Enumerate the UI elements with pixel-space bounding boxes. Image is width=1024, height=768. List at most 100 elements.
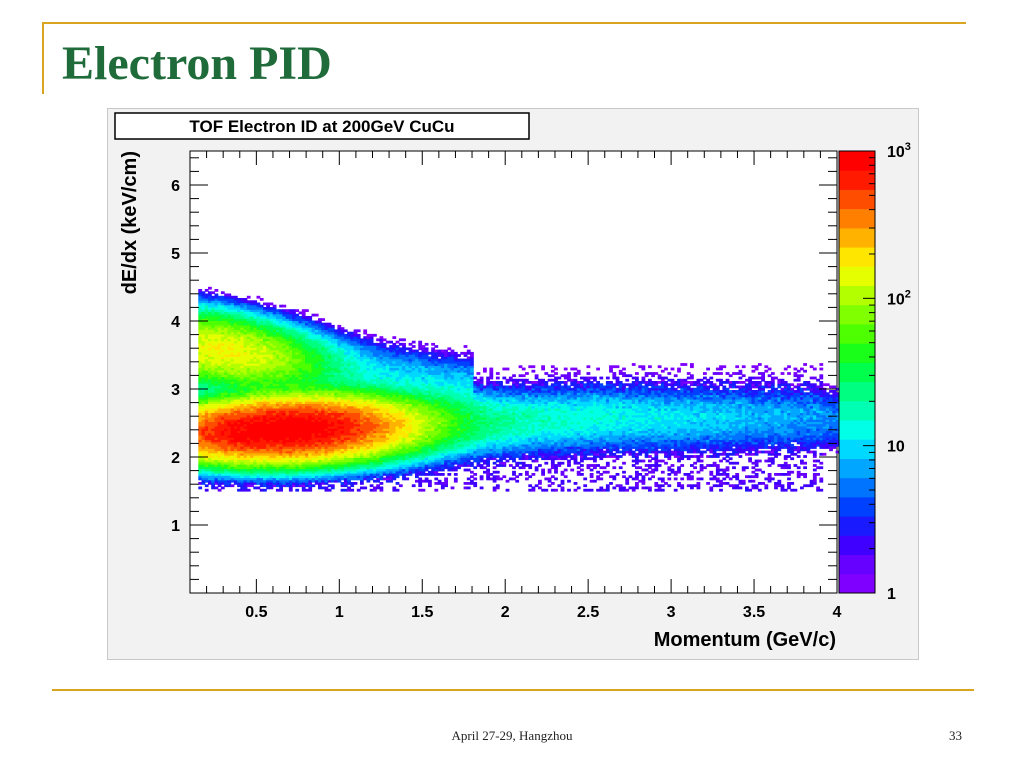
heatmap-cell [356, 455, 361, 458]
heatmap-cell [288, 311, 293, 315]
heatmap-cell [292, 360, 296, 364]
heatmap-cell [269, 455, 274, 458]
heatmap-cell [250, 365, 254, 369]
heatmap-cell [301, 336, 306, 339]
heatmap-cell [360, 459, 364, 463]
heatmap-cell [295, 477, 300, 481]
heatmap-cell [282, 448, 287, 452]
heatmap-cell [353, 410, 358, 413]
heatmap-cell [214, 390, 219, 393]
heatmap-cell [314, 381, 319, 384]
heatmap-cell [269, 367, 274, 371]
heatmap-cell [318, 434, 322, 438]
heatmap-cell [301, 466, 306, 470]
heatmap-cell [311, 470, 316, 474]
heatmap-cell [305, 385, 309, 389]
heatmap-cell [246, 443, 251, 447]
heatmap-cell [214, 316, 219, 319]
heatmap-cell [347, 479, 351, 483]
heatmap-cell [298, 475, 303, 479]
heatmap-cell [240, 331, 245, 335]
heatmap-cell [269, 338, 274, 342]
heatmap-cell [292, 322, 296, 326]
heatmap-cell [224, 430, 228, 434]
heatmap-cell [405, 363, 410, 366]
heatmap-cell [311, 464, 316, 467]
heatmap-cell [204, 461, 209, 465]
heatmap-cell [337, 378, 342, 382]
heatmap-cell [395, 430, 400, 434]
heatmap-cell [201, 421, 206, 425]
heatmap-cell [389, 439, 393, 443]
heatmap-cell [366, 416, 371, 420]
heatmap-cell [402, 390, 406, 393]
heatmap-cell [314, 329, 319, 333]
heatmap-cell [311, 378, 316, 382]
heatmap-cell [201, 473, 206, 476]
heatmap-cell [266, 486, 270, 490]
heatmap-cell [408, 423, 413, 427]
heatmap-cell [253, 479, 258, 483]
heatmap-cell [211, 360, 215, 364]
heatmap-cell [285, 455, 290, 458]
heatmap-cell [392, 401, 397, 404]
heatmap-cell [298, 324, 303, 328]
heatmap-cell [285, 482, 290, 485]
heatmap-cell [211, 439, 215, 443]
heatmap-cell [208, 448, 212, 452]
heatmap-cell [295, 309, 300, 312]
heatmap-cell [305, 367, 309, 371]
heatmap-cell [398, 450, 403, 454]
heatmap-cell [266, 363, 270, 366]
heatmap-cell [369, 455, 374, 458]
heatmap-cell [288, 432, 293, 436]
heatmap-cell [217, 354, 222, 357]
heatmap-cell [201, 345, 206, 348]
heatmap-cell [330, 457, 335, 461]
heatmap-cell [230, 441, 235, 445]
heatmap-cell [311, 466, 316, 470]
heatmap-cell [379, 439, 384, 443]
heatmap-cell [405, 351, 410, 355]
heatmap-cell [204, 347, 209, 351]
heatmap-cell [340, 351, 345, 355]
heatmap-cell [214, 450, 219, 454]
heatmap-cell [292, 461, 296, 465]
heatmap-cell [246, 376, 251, 380]
heatmap-cell [318, 320, 322, 324]
heatmap-cell [243, 421, 248, 425]
heatmap-cell [301, 428, 306, 431]
heatmap-cell [237, 477, 241, 481]
heatmap-cell [208, 383, 212, 387]
heatmap-cell [385, 356, 390, 360]
heatmap-cell [292, 385, 296, 389]
heatmap-cell [402, 430, 406, 434]
heatmap-cell [324, 347, 329, 351]
heatmap-cell [208, 473, 212, 476]
heatmap-cell [343, 437, 348, 440]
heatmap-cell [389, 464, 393, 467]
heatmap-cell [217, 455, 222, 458]
heatmap-cell [347, 351, 351, 355]
heatmap-cell [211, 340, 215, 344]
heatmap-cell [363, 365, 368, 369]
heatmap-cell [288, 318, 293, 321]
heatmap-cell [250, 461, 254, 465]
heatmap-cell [240, 313, 245, 317]
heatmap-cell [243, 336, 248, 339]
heatmap-cell [353, 372, 358, 375]
heatmap-cell [227, 459, 232, 463]
heatmap-cell [214, 419, 219, 422]
heatmap-cell [269, 313, 274, 317]
heatmap-cell [266, 459, 270, 463]
heatmap-cell [272, 457, 277, 461]
heatmap-cell [217, 358, 222, 362]
heatmap-cell [279, 372, 283, 375]
heatmap-cell [376, 421, 380, 425]
heatmap-cell [243, 446, 248, 449]
heatmap-cell [295, 333, 300, 337]
heatmap-cell [363, 336, 368, 339]
heatmap-cell [275, 363, 280, 366]
heatmap-cell [240, 468, 245, 472]
heatmap-cell [266, 414, 270, 418]
